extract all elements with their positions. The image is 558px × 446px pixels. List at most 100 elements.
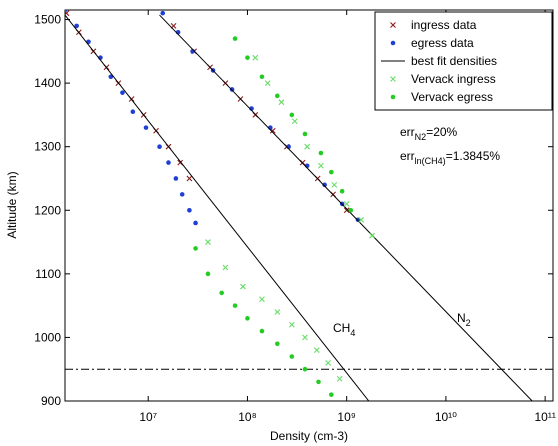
point <box>278 99 285 106</box>
point <box>275 93 280 99</box>
point <box>166 160 171 165</box>
x-tick-label: 10¹⁰ <box>435 410 457 424</box>
point <box>318 162 324 169</box>
y-tick-label: 1400 <box>34 76 61 90</box>
point <box>331 181 338 188</box>
point <box>187 207 192 213</box>
point <box>245 316 250 321</box>
y-tick-label: 1300 <box>34 140 61 154</box>
legend-label: ingress data <box>411 18 477 32</box>
y-tick-label: 1200 <box>34 203 61 217</box>
fit-line <box>159 14 533 401</box>
annotation-text: err <box>400 125 415 139</box>
point <box>173 176 179 181</box>
point <box>186 175 193 182</box>
x-tick-label: 10⁸ <box>238 410 256 424</box>
point <box>275 341 280 347</box>
x-tick-label: 10⁷ <box>139 410 157 424</box>
y-tick-label: 1500 <box>34 13 61 27</box>
point <box>322 182 327 188</box>
point <box>358 216 365 223</box>
point <box>264 80 271 87</box>
point <box>302 366 308 372</box>
point <box>65 10 70 17</box>
point <box>157 144 162 149</box>
point <box>232 36 238 41</box>
point <box>245 55 250 60</box>
marks <box>65 10 553 401</box>
point <box>336 375 343 382</box>
point <box>289 354 295 359</box>
legend-symbol <box>390 94 396 100</box>
point <box>205 239 211 245</box>
point <box>143 125 149 130</box>
x-tick-label: 10¹¹ <box>534 410 555 424</box>
annotation-subscript: 2 <box>466 318 471 328</box>
point <box>259 328 265 334</box>
y-tick-label: 1100 <box>35 267 61 281</box>
annotation-text: N <box>457 311 466 325</box>
point <box>179 192 185 197</box>
annotation-subscript: N2 <box>415 132 427 142</box>
legend-label: egress data <box>411 36 474 50</box>
point <box>259 74 265 80</box>
point <box>289 112 295 118</box>
annotation: errln(CH4)=1.3845% <box>400 149 500 166</box>
legend-symbol <box>390 22 396 28</box>
point <box>318 150 324 156</box>
legend-label: Vervack ingress <box>411 72 496 86</box>
point <box>325 359 332 366</box>
point <box>348 207 354 213</box>
y-tick-label: 900 <box>41 394 61 408</box>
x-tick-label: 10⁹ <box>337 410 356 424</box>
annotation: errN2=20% <box>400 125 458 142</box>
annotation: N2 <box>457 311 471 328</box>
annotation: CH4 <box>333 321 355 338</box>
point <box>222 264 229 271</box>
annotation-subscript: ln(CH4) <box>415 156 446 166</box>
point <box>193 220 198 226</box>
legend-label: best fit densities <box>411 54 497 68</box>
point <box>316 379 321 385</box>
annotation-text: err <box>400 149 415 163</box>
point <box>74 23 79 29</box>
point <box>274 309 281 315</box>
point <box>219 290 224 296</box>
point <box>329 169 334 175</box>
point <box>120 90 125 95</box>
annotation-subscript: 4 <box>350 328 355 338</box>
point <box>259 296 265 303</box>
point <box>252 54 259 61</box>
point <box>304 143 311 150</box>
y-tick-label: 1000 <box>34 330 61 344</box>
point <box>329 392 334 397</box>
point <box>193 246 198 251</box>
point <box>160 10 166 16</box>
point <box>343 201 350 207</box>
point <box>205 271 211 277</box>
x-axis-label: Density (cm-3) <box>270 429 348 443</box>
legend-label: Vervack egress <box>411 90 493 104</box>
point <box>288 321 295 328</box>
point <box>302 334 308 341</box>
point <box>130 109 136 115</box>
annotation-text: =1.3845% <box>446 149 501 163</box>
point <box>343 207 350 214</box>
y-axis-label: Altitude (km) <box>5 171 19 238</box>
point <box>339 188 345 194</box>
point <box>240 283 246 290</box>
annotation-text: =20% <box>426 125 457 139</box>
point <box>108 74 114 80</box>
point <box>291 118 298 125</box>
legend-symbol <box>390 76 396 82</box>
point <box>369 232 375 239</box>
point <box>232 303 238 308</box>
point <box>65 10 68 13</box>
point <box>313 347 320 354</box>
point <box>302 131 308 137</box>
fit-line <box>65 14 370 401</box>
point <box>355 217 361 223</box>
annotation-text: CH <box>333 321 350 335</box>
legend-symbol <box>390 40 396 46</box>
